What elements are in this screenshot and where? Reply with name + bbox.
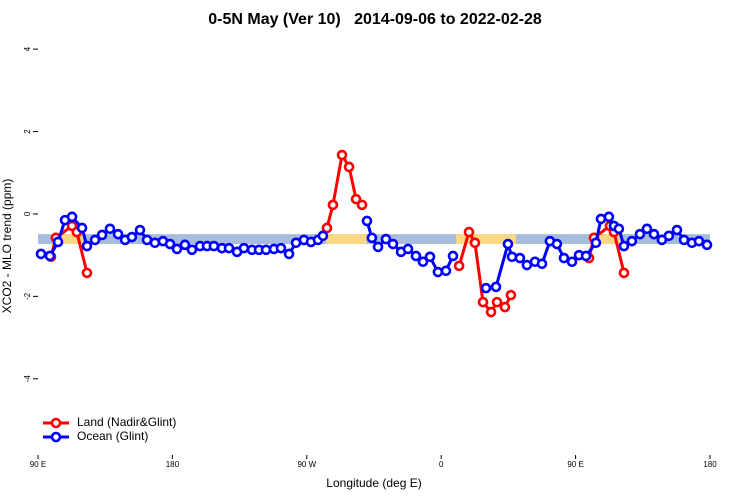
point (663, 230, 675, 242)
point (603, 211, 615, 223)
point (350, 193, 362, 205)
land-band (326, 234, 367, 245)
x-tick-label: 180 (703, 460, 717, 469)
point (402, 243, 414, 255)
point (558, 252, 570, 264)
y-tick-label: 0 (23, 211, 32, 216)
point (366, 232, 378, 244)
point (641, 223, 653, 235)
point (343, 161, 355, 173)
point (356, 199, 368, 211)
point (179, 239, 191, 251)
point (208, 240, 220, 252)
y-tick-label: 4 (23, 46, 32, 51)
point (502, 238, 514, 250)
point (499, 301, 511, 313)
x-tick-label: 90 W (297, 460, 316, 469)
point (566, 256, 578, 268)
point (536, 258, 548, 270)
point (477, 296, 489, 308)
point (463, 226, 475, 238)
point (671, 224, 683, 236)
point (164, 238, 176, 250)
point (96, 229, 108, 241)
point (81, 240, 93, 252)
point (693, 235, 705, 247)
x-tick-label: 90 E (567, 460, 583, 469)
point (410, 250, 422, 262)
x-tick-label: 0 (439, 460, 444, 469)
point (424, 251, 436, 263)
point (81, 267, 93, 279)
point (613, 223, 625, 235)
legend-label: Ocean (Glint) (77, 429, 148, 443)
x-tick-label: 180 (166, 460, 180, 469)
x-tick-label: 90 E (30, 460, 46, 469)
point (283, 248, 295, 260)
legend-marker (50, 417, 62, 429)
point (317, 230, 329, 242)
x-axis-label: Longitude (deg E) (326, 476, 421, 490)
y-axis-label: XCO2 - MLO trend (ppm) (0, 179, 14, 314)
y-tick-label: -4 (23, 375, 32, 383)
point (380, 233, 392, 245)
y-tick-label: 2 (23, 129, 32, 134)
point (618, 240, 630, 252)
point (238, 242, 250, 254)
point (514, 252, 526, 264)
point (480, 282, 492, 294)
point (336, 149, 348, 161)
point (66, 211, 78, 223)
y-tick-label: -2 (23, 292, 32, 300)
point (580, 250, 592, 262)
point (491, 296, 503, 308)
point (387, 238, 399, 250)
point (453, 260, 465, 272)
point (447, 250, 459, 262)
point (618, 267, 630, 279)
point (112, 228, 124, 240)
chart-title: 0-5N May (Ver 10) 2014-09-06 to 2022-02-… (208, 11, 542, 28)
point (104, 223, 116, 235)
legend-label: Land (Nadir&Glint) (77, 415, 176, 429)
point (44, 250, 56, 262)
point (321, 222, 333, 234)
point (505, 289, 517, 301)
point (126, 231, 138, 243)
point (361, 215, 373, 227)
point (35, 248, 47, 260)
point (149, 237, 161, 249)
land-band (456, 234, 516, 245)
point (626, 235, 638, 247)
point (134, 224, 146, 236)
point (648, 228, 660, 240)
point (440, 265, 452, 277)
point (275, 242, 287, 254)
land-band (590, 234, 621, 245)
point (327, 199, 339, 211)
land-band (52, 234, 83, 245)
point (469, 237, 481, 249)
point (432, 266, 444, 278)
point (223, 242, 235, 254)
point (372, 241, 384, 253)
point (76, 222, 88, 234)
point (634, 228, 646, 240)
legend-marker (50, 431, 62, 443)
point (52, 236, 64, 248)
point (490, 281, 502, 293)
point (485, 306, 497, 318)
point (417, 256, 429, 268)
point (701, 239, 713, 251)
point (590, 237, 602, 249)
point (186, 244, 198, 256)
point (89, 234, 101, 246)
point (171, 243, 183, 255)
point (551, 238, 563, 250)
